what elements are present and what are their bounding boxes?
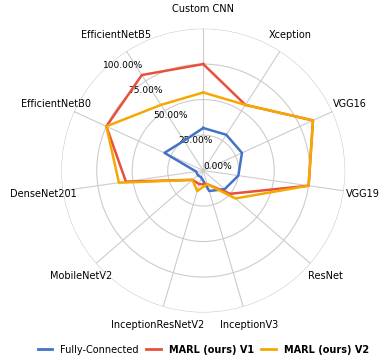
Legend: Fully-Connected, MARL (ours) V1, MARL (ours) V2: Fully-Connected, MARL (ours) V1, MARL (o… bbox=[34, 341, 373, 359]
